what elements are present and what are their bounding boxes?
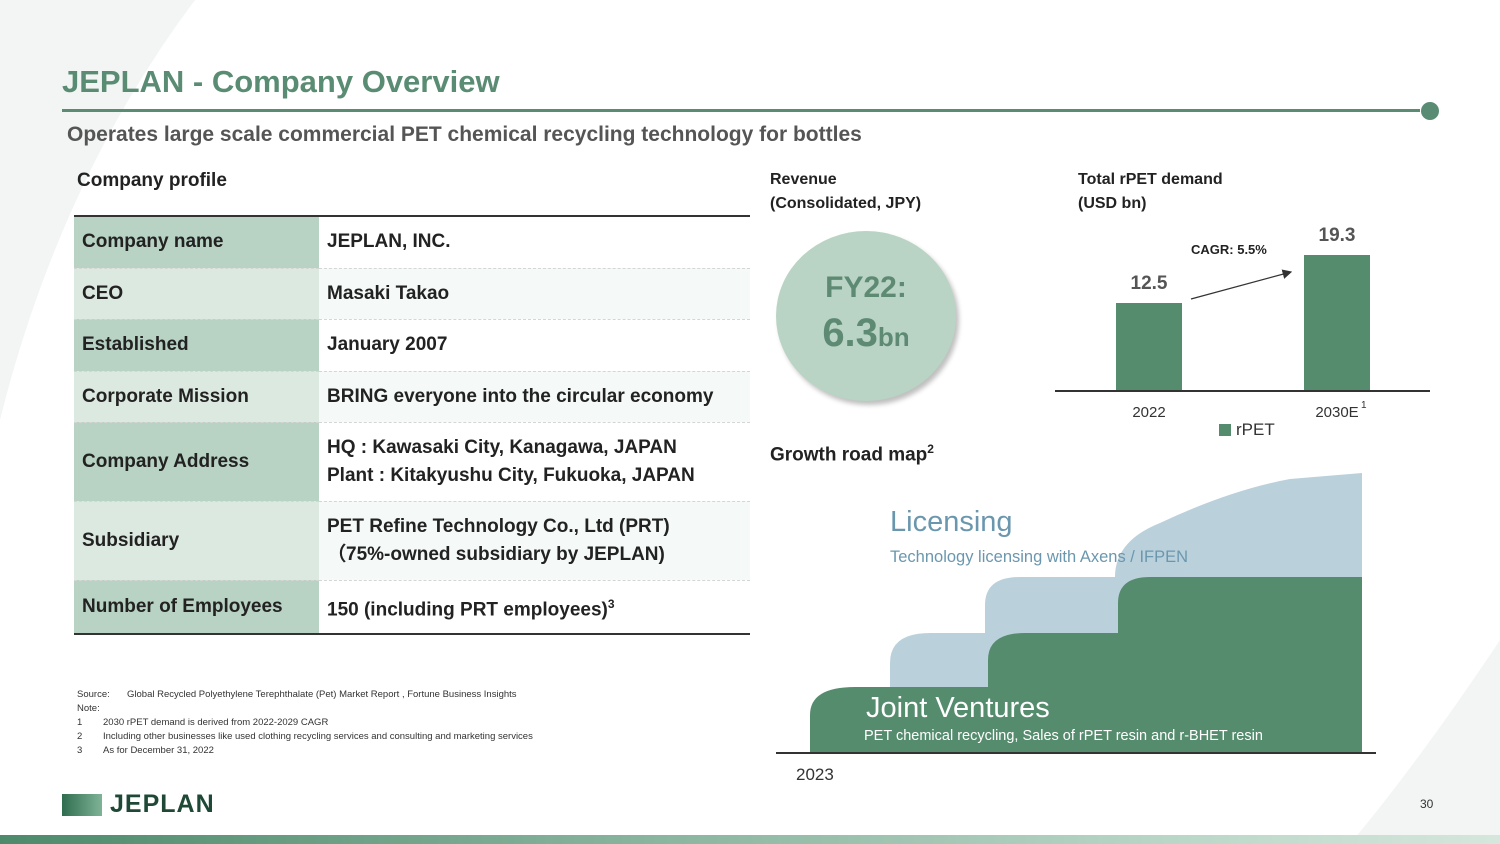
footnote-marker: 2 xyxy=(927,442,934,456)
jv-step-area xyxy=(810,577,1362,753)
x-tick-label: 2030E xyxy=(1315,404,1359,421)
table-row: Company Address HQ : Kawasaki City, Kana… xyxy=(74,422,750,502)
table-row: Corporate Mission BRING everyone into th… xyxy=(74,371,750,423)
note-text: As for December 31, 2022 xyxy=(103,745,214,756)
roadmap-start-year: 2023 xyxy=(796,765,834,784)
revenue-amount: 6.3 xyxy=(822,311,878,355)
demand-footnote-marker: 1 xyxy=(1361,400,1367,411)
growth-roadmap-diagram xyxy=(776,473,1376,754)
profile-key: Number of Employees xyxy=(74,580,319,634)
note-number: 3 xyxy=(77,745,83,756)
note-label: Note: xyxy=(77,703,100,714)
jv-title: Joint Ventures xyxy=(866,692,1050,724)
company-profile-table: Company name JEPLAN, INC. CEO Masaki Tak… xyxy=(74,215,750,635)
table-row: Company name JEPLAN, INC. xyxy=(74,216,750,269)
chart-x-axis xyxy=(1055,390,1430,392)
demand-heading-line2: (USD bn) xyxy=(1078,195,1147,212)
table-row: Established January 2007 xyxy=(74,319,750,372)
roadmap-heading: Growth road map2 xyxy=(770,442,934,466)
note-text: 2030 rPET demand is derived from 2022-20… xyxy=(103,717,329,728)
profile-value: Masaki Takao xyxy=(319,268,750,320)
source-label: Source: xyxy=(77,689,110,700)
bar-2022 xyxy=(1116,302,1182,390)
cagr-label: CAGR: 5.5% xyxy=(1191,242,1267,257)
employees-value: 150 (including PRT employees) xyxy=(327,598,608,620)
table-row: Number of Employees 150 (including PRT e… xyxy=(74,580,750,634)
revenue-unit: bn xyxy=(877,322,910,352)
roadmap-heading-text: Growth road map xyxy=(770,444,928,466)
table-row: CEO Masaki Takao xyxy=(74,268,750,320)
profile-heading: Company profile xyxy=(77,170,227,191)
profile-key: Corporate Mission xyxy=(74,371,319,423)
demand-heading-line1: Total rPET demand xyxy=(1078,171,1223,188)
title-divider-dot xyxy=(1421,102,1439,120)
demand-heading: Total rPET demand (USD bn) xyxy=(1078,168,1223,216)
bar-value-label: 19.3 xyxy=(1318,224,1356,246)
footer-bar xyxy=(0,835,1500,844)
profile-value: PET Refine Technology Co., Ltd (PRT) （75… xyxy=(319,501,750,581)
licensing-title: Licensing xyxy=(890,506,1013,538)
profile-value: 150 (including PRT employees)3 xyxy=(319,580,750,634)
profile-key: CEO xyxy=(74,268,319,320)
note-number: 2 xyxy=(77,731,83,742)
profile-key: Company name xyxy=(74,216,319,269)
revenue-heading: Revenue (Consolidated, JPY) xyxy=(770,168,921,216)
revenue-heading-line2: (Consolidated, JPY) xyxy=(770,195,922,212)
cagr-arrow-icon xyxy=(1190,269,1293,300)
footnotes: Source: Global Recycled Polyethylene Tere… xyxy=(77,688,533,758)
profile-value: January 2007 xyxy=(319,319,750,372)
profile-key: Subsidiary xyxy=(74,501,319,581)
address-hq: HQ : Kawasaki City, Kanagawa, JAPAN xyxy=(327,436,677,458)
title-divider xyxy=(62,109,1420,112)
revenue-circle: FY22: 6.3bn xyxy=(776,231,956,401)
x-tick-label: 2022 xyxy=(1132,404,1166,421)
note-number: 1 xyxy=(77,717,83,728)
bar-value-label: 12.5 xyxy=(1130,272,1168,294)
profile-value: JEPLAN, INC. xyxy=(319,216,750,269)
page-number: 30 xyxy=(1420,797,1434,811)
subsidiary-name: PET Refine Technology Co., Ltd (PRT) xyxy=(327,515,670,537)
page-subtitle: Operates large scale commercial PET chem… xyxy=(67,123,862,146)
revenue-value: 6.3bn xyxy=(776,311,956,356)
jv-subtitle: PET chemical recycling, Sales of rPET re… xyxy=(864,728,1263,744)
legend-label: rPET xyxy=(1236,420,1275,439)
page-title: JEPLAN - Company Overview xyxy=(62,64,500,99)
profile-value: BRING everyone into the circular economy xyxy=(319,371,750,423)
jeplan-logo-icon xyxy=(62,794,102,816)
subsidiary-ownership: （75%-owned subsidiary by JEPLAN) xyxy=(327,543,665,565)
revenue-period: FY22: xyxy=(825,271,907,304)
table-row: Subsidiary PET Refine Technology Co., Lt… xyxy=(74,501,750,581)
profile-key: Company Address xyxy=(74,422,319,502)
profile-key: Established xyxy=(74,319,319,372)
jeplan-logo: JEPLAN xyxy=(110,790,215,818)
note-text: Including other businesses like used clo… xyxy=(103,731,533,742)
legend-swatch xyxy=(1219,424,1231,436)
revenue-heading-line1: Revenue xyxy=(770,171,837,188)
profile-value: HQ : Kawasaki City, Kanagawa, JAPAN Plan… xyxy=(319,422,750,502)
address-plant: Plant : Kitakyushu City, Fukuoka, JAPAN xyxy=(327,464,695,486)
bar-2030E xyxy=(1304,254,1370,390)
licensing-subtitle: Technology licensing with Axens / IFPEN xyxy=(890,548,1189,566)
footnote-marker: 3 xyxy=(607,596,615,611)
source-text: Global Recycled Polyethylene Terephthala… xyxy=(127,689,517,700)
